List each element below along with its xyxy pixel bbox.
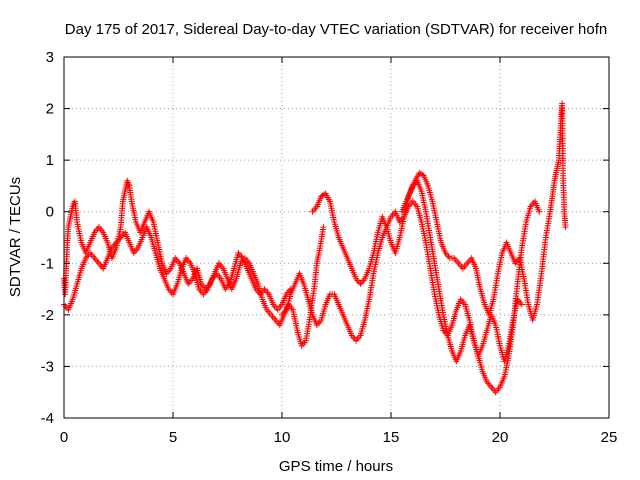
series-track-b [309,177,543,396]
x-tick-label: 20 [492,429,509,446]
data-point [536,208,543,215]
axis-ticks: 0 5 10 15 20 25 -4 -3 -2 -1 0 1 2 3 [41,49,618,446]
y-tick-label: -4 [41,410,54,427]
data-point [321,191,328,198]
y-tick-label: 2 [46,101,54,118]
y-tick-label: 0 [46,204,54,221]
x-tick-label: 15 [383,429,400,446]
y-tick-label: 1 [46,152,54,169]
data-point [562,224,569,231]
data-point [287,286,294,293]
x-axis-label: GPS time / hours [279,458,393,475]
x-tick-label: 10 [274,429,291,446]
y-tick-label: 3 [46,49,54,66]
y-tick-label: -3 [41,358,54,375]
data-points [61,100,569,396]
y-axis-label: SDTVAR / TECUs [7,177,24,297]
x-tick-label: 5 [169,429,177,446]
data-point [518,301,525,308]
x-tick-label: 0 [60,429,68,446]
plot-frame [63,56,610,419]
series-track-d [61,224,294,313]
series-track-e [398,100,569,324]
chart-title: Day 175 of 2017, Sidereal Day-to-day VTE… [65,21,607,38]
y-tick-label: -2 [41,307,54,324]
x-tick-label: 25 [601,429,618,446]
grid [64,57,609,418]
series-track-c [279,198,525,365]
data-point [320,224,327,231]
y-tick-label: -1 [41,255,54,272]
